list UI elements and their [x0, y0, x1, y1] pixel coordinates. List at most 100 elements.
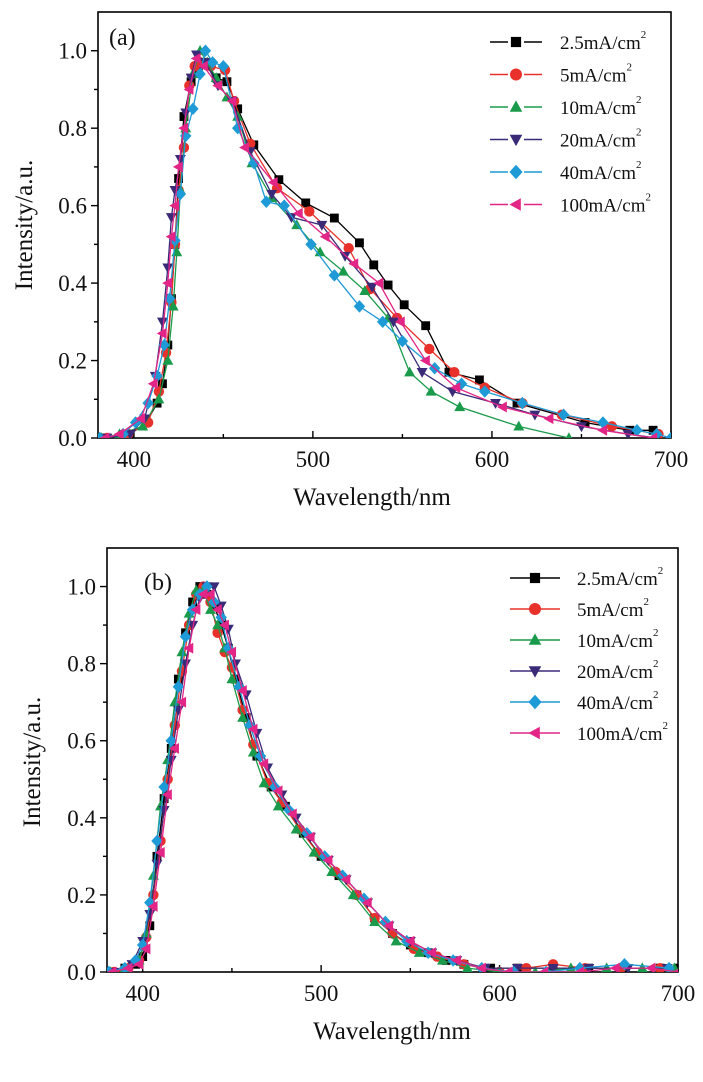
data-point [217, 59, 230, 73]
data-point [359, 285, 371, 295]
data-point [204, 588, 215, 600]
data-point [347, 889, 359, 900]
data-point [285, 213, 297, 223]
legend-item: 20mA/cm2 [490, 127, 642, 152]
legend-superscript: 2 [653, 689, 659, 701]
legend-label: 10mA/cm2 [560, 94, 642, 119]
data-point [369, 260, 379, 270]
data-point [206, 56, 219, 69]
series-line [112, 593, 678, 972]
legend-superscript: 2 [644, 596, 650, 608]
data-point [174, 174, 183, 183]
data-point [543, 413, 554, 425]
data-point [618, 958, 631, 971]
data-point [283, 803, 295, 817]
data-point [292, 207, 303, 219]
data-point [475, 962, 486, 972]
data-point [231, 121, 244, 135]
legend-item: 20mA/cm2 [510, 658, 659, 683]
data-point [281, 801, 290, 811]
data-point [176, 646, 188, 657]
legend-marker [509, 100, 523, 112]
data-point [419, 355, 430, 367]
data-point [343, 243, 354, 254]
data-point [167, 300, 179, 311]
legend-marker [528, 726, 540, 740]
data-point [247, 746, 259, 757]
series-group-b [107, 580, 678, 972]
data-point [169, 200, 180, 212]
y-tick-label: 0.0 [58, 426, 87, 451]
data-point [437, 954, 448, 965]
legend-superscript: 2 [653, 627, 659, 639]
data-point [237, 711, 249, 722]
data-point [648, 425, 658, 435]
x-axis-title-a: Wavelength/nm [293, 484, 451, 511]
data-point [502, 966, 513, 972]
legend-superscript: 2 [653, 658, 659, 670]
data-point [329, 213, 339, 223]
data-point [266, 189, 278, 200]
data-point [199, 44, 212, 57]
y-axis-title-b: Intensity/a.u. [19, 697, 46, 828]
data-point [609, 962, 620, 972]
data-point [557, 408, 570, 422]
data-point [376, 315, 389, 329]
legend-label: 100mA/cm2 [560, 192, 651, 217]
legend-superscript: 2 [627, 62, 633, 74]
x-tick-label: 600 [482, 981, 517, 1006]
data-point [424, 343, 435, 355]
data-point [197, 60, 208, 72]
legend-superscript: 2 [646, 192, 652, 204]
data-point [449, 366, 460, 378]
data-point [113, 428, 124, 438]
data-point [137, 420, 149, 431]
y-tick-label: 0.4 [67, 806, 96, 831]
x-tick-label: 700 [654, 447, 689, 472]
data-point [286, 808, 297, 820]
data-point [162, 263, 174, 274]
y-ticks-b: 0.0 0.2 0.4 0.6 0.8 1.0 [67, 575, 107, 985]
data-point [339, 251, 351, 262]
x-tick-label: 400 [125, 981, 160, 1006]
data-point [165, 213, 177, 223]
data-point [328, 269, 341, 282]
data-point [133, 958, 144, 970]
legend-label: 5mA/cm2 [577, 596, 649, 621]
data-point [99, 432, 110, 438]
data-point [226, 646, 237, 658]
data-point [399, 300, 409, 310]
data-point [390, 935, 402, 946]
legend-marker [528, 694, 542, 710]
legend-superscript: 2 [641, 29, 647, 41]
data-point [165, 734, 177, 747]
data-point [451, 954, 461, 966]
data-point [474, 375, 484, 385]
legend-item: 10mA/cm2 [490, 94, 642, 119]
data-point [373, 277, 384, 289]
legend-item: 2.5mA/cm2 [510, 565, 663, 590]
data-point [565, 432, 573, 438]
panel-a: (a) Wavelength/nm Intensity/a.u. 400 500 6… [11, 11, 689, 511]
data-point [258, 777, 270, 788]
plot-frame-b [106, 547, 679, 973]
data-point [226, 95, 237, 107]
data-point [601, 962, 612, 972]
panel-b: (b) Wavelength/nm Intensity/a.u. 400 500 6… [19, 547, 695, 1045]
data-point [180, 659, 191, 670]
data-point [462, 962, 473, 972]
legend-superscript: 2 [636, 94, 642, 106]
data-point [174, 187, 187, 201]
data-point [353, 300, 366, 313]
data-point [348, 258, 359, 270]
y-tick-label: 0.6 [67, 729, 96, 754]
data-point [511, 963, 523, 972]
data-point [107, 966, 117, 972]
data-point [304, 206, 315, 217]
data-point [154, 847, 165, 858]
data-point [140, 943, 151, 955]
data-point [258, 758, 269, 770]
data-point [631, 424, 643, 437]
data-point [212, 619, 224, 630]
legend-label: 2.5mA/cm2 [577, 565, 663, 590]
